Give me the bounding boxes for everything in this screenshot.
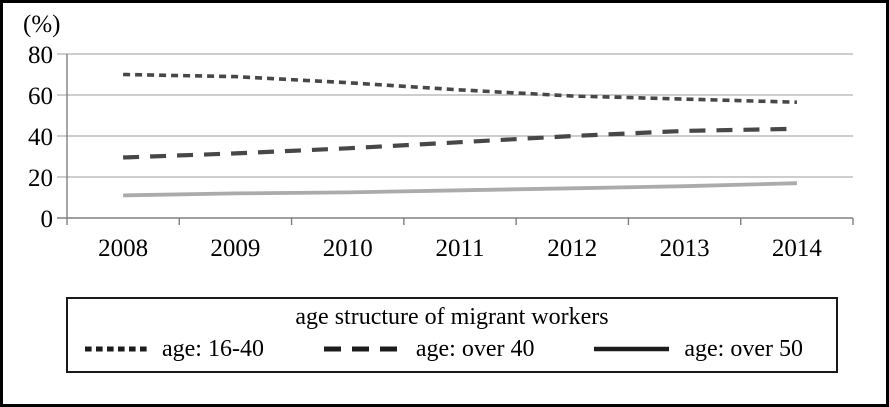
y-axis-tick-label: 60	[28, 83, 53, 110]
legend-items: age: 16-40 age: over 40 age: over 50	[68, 336, 836, 363]
legend-item-label: age: over 40	[415, 335, 535, 362]
legend-item: age: over 50	[594, 336, 803, 363]
legend-title: age structure of migrant workers	[295, 304, 609, 330]
legend-item: age: over 40	[323, 335, 535, 363]
y-axis-unit-label: (%)	[23, 11, 61, 38]
x-axis-tick-label: 2011	[435, 235, 484, 262]
x-axis-tick-label: 2014	[772, 235, 823, 262]
legend-line-sample-solid	[594, 346, 670, 352]
legend-line-sample-dashed	[323, 346, 401, 352]
series-line-solid	[123, 181, 797, 198]
x-axis-tick-label: 2010	[323, 235, 373, 262]
y-axis-tick-label: 80	[28, 42, 53, 69]
y-axis-tick-label: 20	[28, 165, 53, 192]
y-axis-tick-label: 0	[41, 206, 54, 233]
legend-line-sample-dotted	[85, 346, 147, 352]
series-line-dotted	[123, 72, 797, 104]
x-axis-tick-label: 2008	[98, 235, 148, 262]
legend-box: age structure of migrant workers age: 16…	[66, 297, 838, 373]
legend-item-label: age: 16-40	[162, 335, 264, 362]
x-axis-tick-label: 2013	[660, 235, 710, 262]
legend-item: age: 16-40	[85, 336, 264, 363]
x-axis-tick-label: 2009	[210, 235, 260, 262]
line-chart-canvas: 0 20 40 60 80 2008 2009 2010 2011 2012 2013 2014	[28, 42, 854, 262]
x-axis-tick-label: 2012	[547, 235, 597, 262]
legend-item-label: age: over 50	[684, 335, 803, 362]
series-line-dashed	[123, 126, 797, 160]
y-axis-tick-label: 40	[28, 124, 53, 151]
